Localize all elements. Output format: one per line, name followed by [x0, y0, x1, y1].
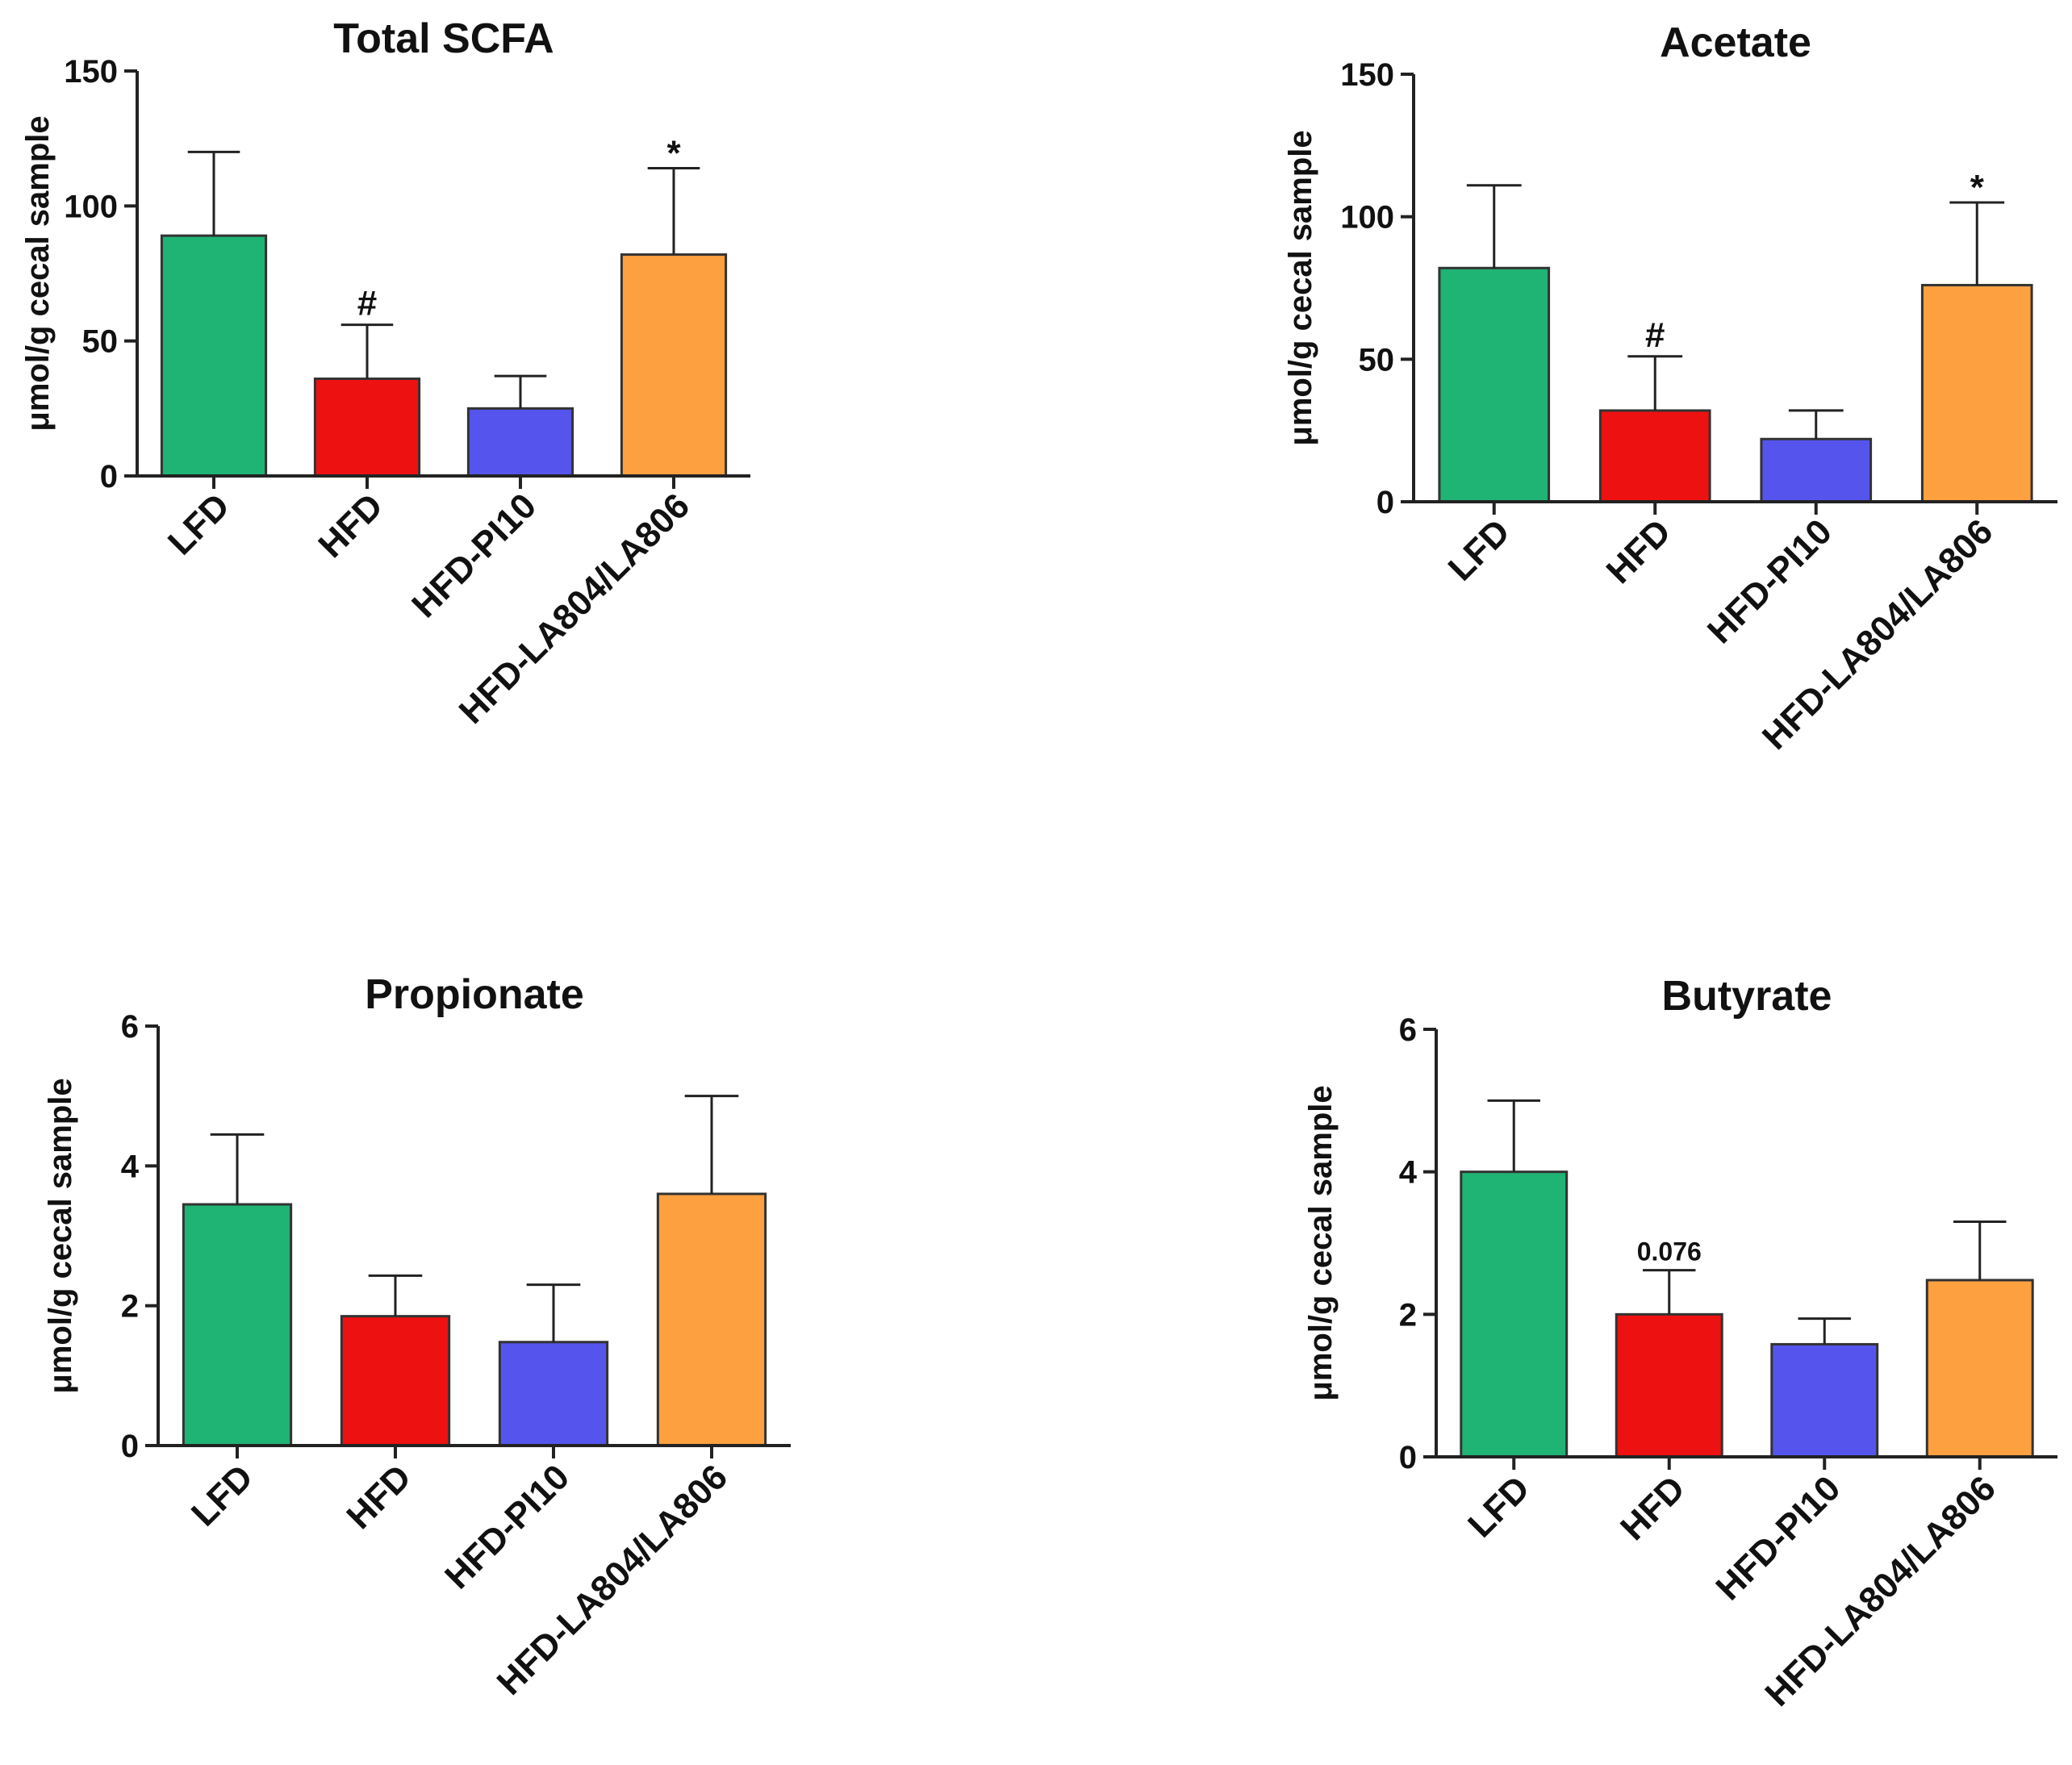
y-tick-label: 150 [64, 54, 118, 90]
x-tick-label: HFD [1599, 511, 1679, 591]
chart-title: Butyrate [1662, 973, 1832, 1020]
chart-3: Propionate μmol/g cecal sample LFD HFD HFD-P… [43, 971, 791, 1703]
bar-HFD-LA804/LA806 [1925, 1279, 2034, 1458]
bar-HFD-LA804/LA806 [1920, 283, 2033, 503]
bar-LFD [1460, 1170, 1569, 1458]
bar-HFD [313, 378, 421, 478]
x-tick-label: HFD [1613, 1468, 1693, 1548]
bar-LFD [182, 1203, 293, 1447]
x-tick-label: HFD-PI10 [1700, 511, 1840, 651]
bar-HFD-PI10 [498, 1341, 609, 1447]
chart-title: Acetate [1660, 19, 1811, 66]
significance-annotation: # [357, 284, 377, 323]
bar-HFD-LA804/LA806 [656, 1192, 767, 1447]
y-tick-label: 100 [1340, 200, 1394, 236]
y-tick-label: 50 [1359, 342, 1395, 378]
significance-annotation: 0.076 [1637, 1237, 1702, 1266]
x-tick-label: HFD-PI10 [404, 486, 544, 625]
x-tick-label: HFD [339, 1457, 419, 1537]
x-tick-label: HFD-PI10 [437, 1457, 577, 1596]
bar-LFD [160, 234, 268, 478]
chart-4: Butyrate μmol/g cecal sample LFD 0.076 HFD HF… [1303, 973, 2057, 1714]
x-tick-label: LFD [161, 486, 237, 562]
bar-HFD-PI10 [466, 407, 574, 478]
x-tick-label: HFD-PI10 [1708, 1468, 1848, 1608]
y-tick-label: 2 [1399, 1297, 1417, 1333]
chart-1: Total SCFA μmol/g cecal sample LFD # HFD HFD-… [20, 15, 750, 732]
significance-annotation: * [666, 133, 681, 173]
y-axis-label: μmol/g cecal sample [43, 1078, 78, 1393]
chart-2: Acetate μmol/g cecal sample LFD # HFD HFD-PI1… [1283, 19, 2057, 757]
y-tick-label: 0 [100, 459, 118, 494]
bar-HFD-PI10 [1760, 437, 1873, 503]
y-tick-label: 6 [121, 1009, 139, 1045]
significance-annotation: * [1970, 168, 1985, 207]
y-tick-label: 100 [64, 189, 118, 224]
x-tick-label: LFD [1441, 511, 1518, 588]
y-axis-label: μmol/g cecal sample [20, 115, 56, 431]
y-tick-label: 4 [121, 1149, 140, 1184]
x-tick-label: HFD [311, 486, 391, 565]
chart-title: Total SCFA [333, 15, 554, 62]
bar-HFD [340, 1315, 451, 1447]
y-tick-label: 0 [1376, 485, 1394, 520]
x-tick-label: LFD [1460, 1468, 1537, 1545]
x-tick-label: LFD [184, 1457, 261, 1533]
bar-HFD-LA804/LA806 [620, 253, 728, 478]
y-tick-label: 4 [1399, 1155, 1418, 1191]
bar-LFD [1438, 266, 1551, 503]
y-axis-label: μmol/g cecal sample [1283, 130, 1318, 445]
bar-HFD-PI10 [1770, 1342, 1879, 1458]
significance-annotation: # [1645, 315, 1665, 355]
y-tick-label: 0 [121, 1429, 139, 1464]
bar-HFD [1615, 1312, 1723, 1458]
y-tick-label: 2 [121, 1289, 139, 1325]
bar-HFD [1598, 409, 1711, 503]
chart-title: Propionate [365, 971, 584, 1018]
y-tick-label: 50 [82, 324, 119, 360]
y-axis-label: μmol/g cecal sample [1303, 1085, 1339, 1400]
y-tick-label: 150 [1340, 57, 1394, 93]
y-tick-label: 0 [1399, 1440, 1417, 1475]
y-tick-label: 6 [1399, 1012, 1417, 1048]
